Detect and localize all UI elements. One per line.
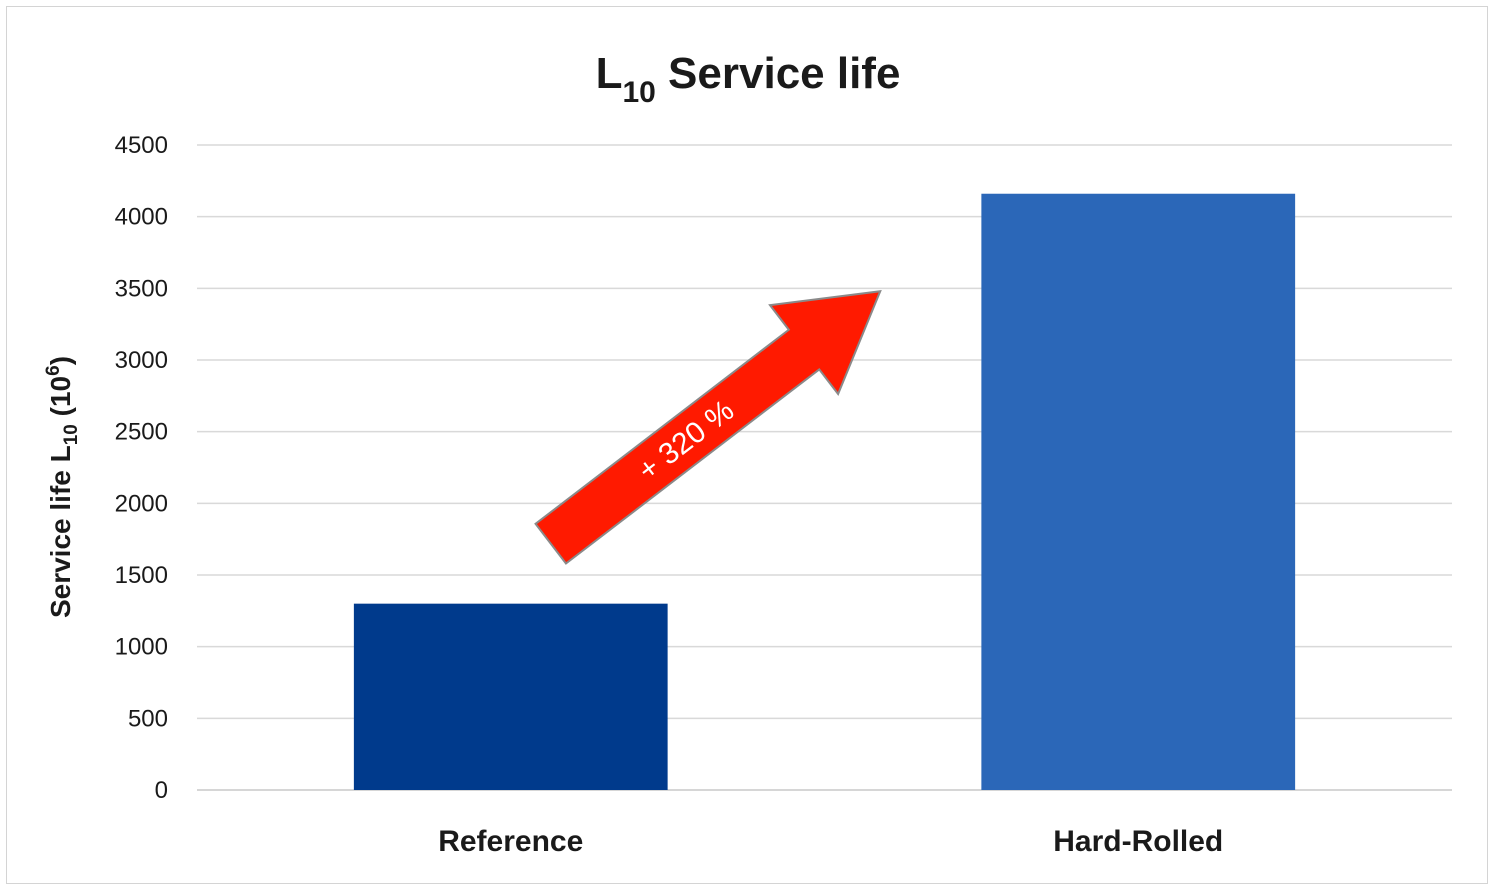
y-tick-label-0: 0 [155,777,168,804]
y-axis-label-superscript: 6 [43,365,64,376]
y-tick-label-1500: 1500 [115,562,168,589]
x-axis-categories: Reference Hard-Rolled [438,825,1223,858]
y-tick-label-3500: 3500 [115,275,168,302]
y-axis-label-unit: (10 [45,376,76,424]
chart-title-rest: Service life [656,49,901,98]
bar-reference [353,603,668,790]
y-tick-label-4500: 4500 [115,132,168,159]
y-axis-label-text: Service life L [45,445,76,618]
y-tick-label-3000: 3000 [115,347,168,374]
chart-title: L10 Service life [596,49,901,109]
y-tick-label-500: 500 [128,705,168,732]
y-axis-label-close: ) [45,356,76,365]
chart-title-main: L [596,49,623,98]
bar-hard-rolled [981,193,1296,790]
y-axis-ticks: 0 500 1000 1500 2000 2500 3000 3500 4000 4500 [115,132,168,804]
y-tick-label-4000: 4000 [115,204,168,231]
y-tick-label-2000: 2000 [115,490,168,517]
y-tick-label-2500: 2500 [115,419,168,446]
y-tick-label-1000: 1000 [115,634,168,661]
arrow-shape [534,289,882,565]
x-category-label-reference: Reference [438,825,583,858]
bars [353,193,1296,790]
chart-title-subscript: 10 [622,76,655,109]
y-axis-label-subscript: 10 [61,424,82,445]
y-axis-label: Service life L10 (106) [43,356,82,618]
x-category-label-hard-rolled: Hard-Rolled [1053,825,1223,858]
increase-arrow: + 320 % [534,289,882,565]
